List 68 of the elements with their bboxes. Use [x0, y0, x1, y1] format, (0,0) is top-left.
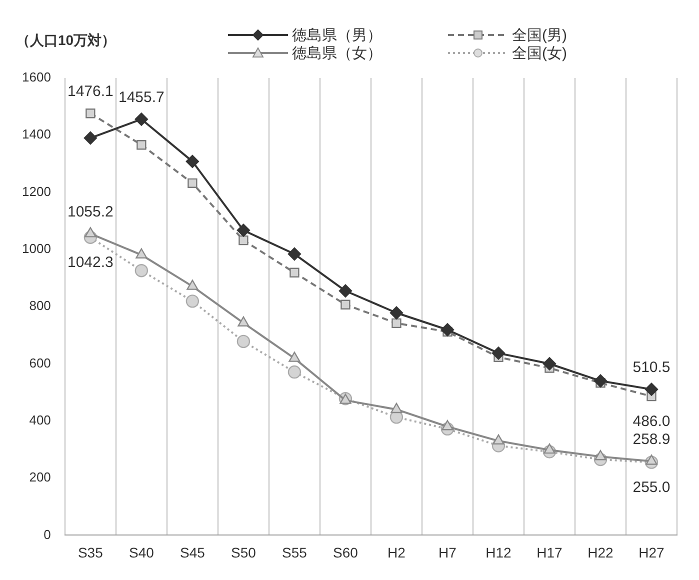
point	[238, 235, 248, 246]
legend-label: 徳島県（男）	[292, 26, 382, 44]
point	[542, 357, 556, 370]
point	[340, 300, 350, 310]
data-label: 510.5	[632, 358, 670, 376]
legend-label: 徳島県（女）	[292, 44, 382, 62]
point	[134, 112, 148, 126]
point	[236, 224, 250, 237]
point	[238, 316, 250, 326]
y-tick-label: 0	[44, 526, 51, 542]
y-axis-title: （人口10万対）	[16, 32, 116, 50]
point	[236, 334, 250, 348]
data-label: 1055.2	[67, 203, 114, 220]
y-tick-label: 1000	[22, 241, 51, 256]
x-tick-label: S45	[180, 544, 206, 560]
data-label: 1455.7	[118, 88, 164, 106]
point	[392, 318, 402, 328]
point	[86, 108, 96, 118]
point	[84, 131, 98, 145]
point	[492, 346, 506, 360]
point	[646, 454, 658, 465]
point	[594, 374, 608, 388]
point	[186, 280, 198, 290]
point	[390, 306, 404, 320]
x-tick-label: H2	[388, 544, 406, 560]
x-tick-label: S35	[78, 544, 104, 560]
x-tick-label: H17	[536, 544, 563, 560]
point	[188, 178, 198, 188]
point	[338, 284, 352, 298]
point	[84, 227, 96, 238]
point	[288, 352, 300, 362]
y-tick-label: 200	[29, 470, 51, 485]
data-label: 255.0	[632, 478, 670, 496]
y-tick-label: 800	[29, 298, 51, 314]
x-tick-label: S60	[332, 544, 358, 560]
x-tick-label: S55	[282, 544, 308, 560]
y-tick-label: 1600	[22, 70, 51, 85]
x-tick-label: H12	[486, 544, 512, 560]
y-tick-label: 400	[29, 412, 51, 428]
x-tick-label: S50	[230, 544, 256, 560]
x-tick-label: H7	[438, 544, 457, 560]
point	[644, 382, 658, 396]
data-label: 258.9	[632, 430, 670, 448]
y-tick-label: 600	[29, 355, 51, 370]
point	[594, 450, 606, 460]
point	[136, 140, 146, 150]
point	[134, 264, 148, 278]
point	[288, 365, 302, 379]
point	[440, 323, 454, 336]
point	[442, 420, 454, 430]
data-label: 1476.1	[67, 83, 114, 100]
point	[288, 247, 302, 261]
y-tick-label: 1400	[22, 126, 51, 142]
y-tick-label: 1200	[22, 184, 51, 199]
data-label: 486.0	[632, 412, 670, 430]
point	[544, 443, 556, 454]
x-tick-label: S40	[128, 544, 154, 560]
point	[492, 434, 504, 445]
point	[186, 294, 200, 308]
point	[290, 268, 300, 278]
data-label: 1042.3	[67, 254, 114, 272]
point	[390, 402, 402, 414]
x-tick-label: H22	[588, 544, 614, 560]
point	[186, 154, 200, 168]
x-tick-label: H27	[638, 544, 665, 560]
point	[136, 248, 148, 258]
legend-label: 全国(女)	[512, 44, 567, 62]
legend-label: 全国(男)	[512, 26, 567, 44]
